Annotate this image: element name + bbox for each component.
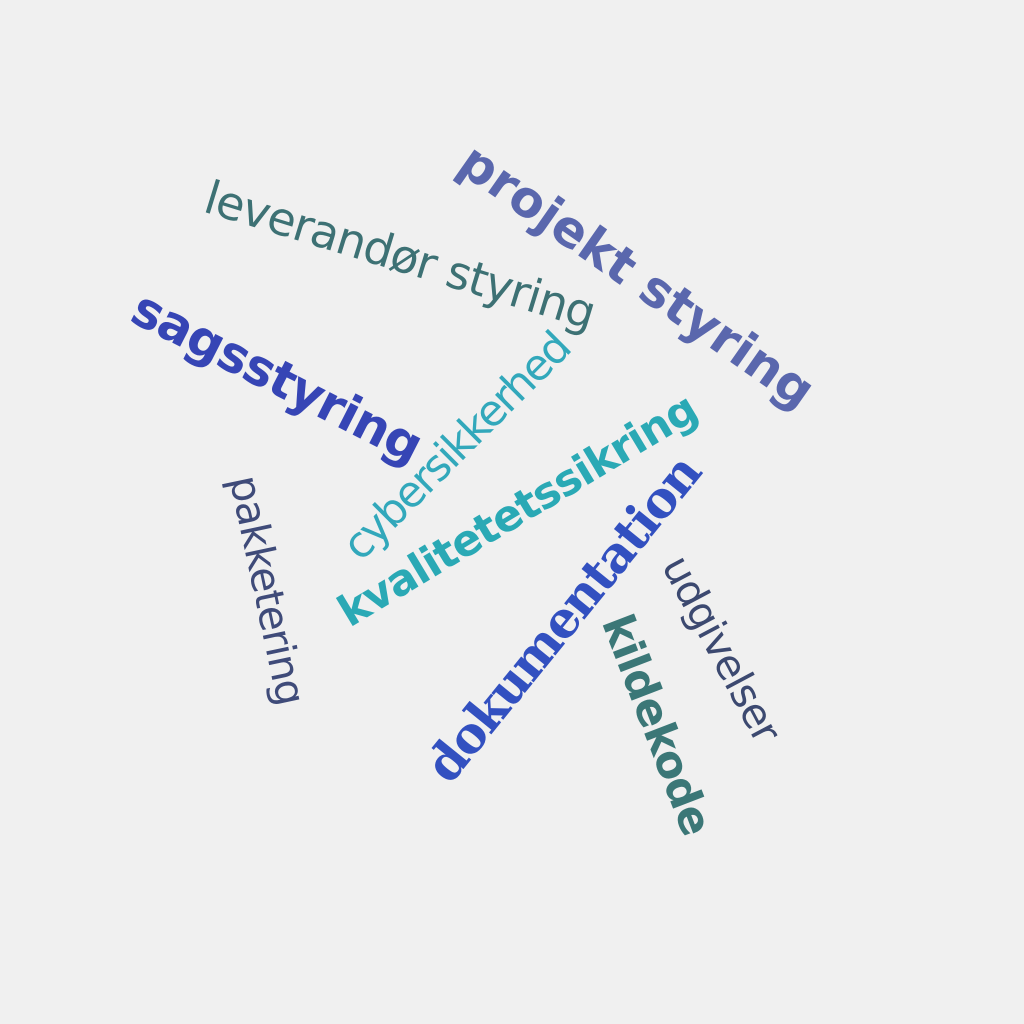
word-sagsstyring: sagsstyring [122,279,432,475]
word-pakketering: pakketering [219,470,316,709]
